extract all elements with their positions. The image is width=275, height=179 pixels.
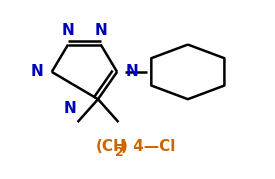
Text: (CH: (CH: [95, 139, 126, 154]
Text: 2: 2: [115, 146, 124, 159]
Text: N: N: [125, 64, 138, 79]
Text: N: N: [31, 64, 43, 79]
Text: N: N: [64, 101, 76, 116]
Text: N: N: [62, 23, 75, 38]
Text: ) 4—Cl: ) 4—Cl: [121, 139, 175, 154]
Text: N: N: [94, 23, 107, 38]
